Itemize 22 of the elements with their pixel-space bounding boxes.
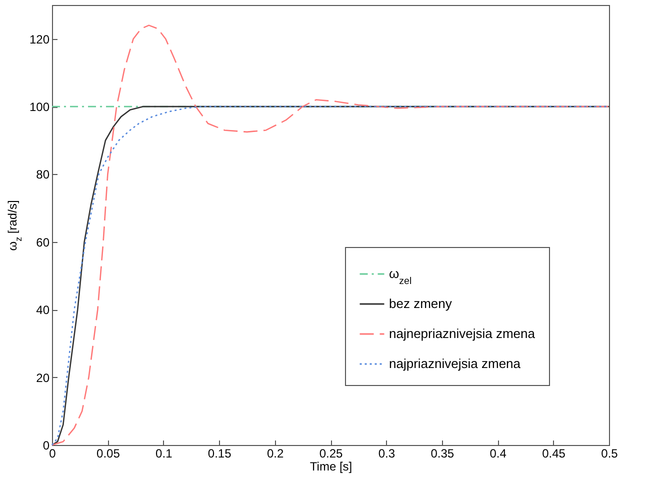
y-tick-label: 40 [36,303,50,318]
y-tick-label: 80 [36,168,50,182]
legend-label: najpriaznivejsia zmena [389,356,522,371]
x-tick-label: 0.3 [378,446,396,460]
line-series [51,24,610,446]
legend-label: bez zmeny [389,296,452,311]
x-tick-label: 0.15 [208,446,232,460]
legend-label: ω$_{zel}$ [389,266,412,286]
legend-label: najnepriaznivejsia zmena [389,326,536,341]
x-tick-label: 0.5 [601,446,618,460]
y-tick-label: 20 [36,370,50,385]
x-tick-label: 0.25 [319,446,343,460]
x-tick-label: 0.2 [266,446,284,460]
y-tick-label: 120 [29,32,50,46]
x-tick-label: 0.45 [542,446,566,460]
y-tick-label: 100 [29,100,50,114]
x-axis-title: Time [s] [310,460,352,474]
x-tick-label: 0.1 [156,446,173,460]
y-tick-label: 60 [36,235,50,250]
x-tick-label: 0.35 [430,446,454,460]
x-tick-label: 0.05 [96,446,120,460]
x-tick-label: 0.4 [490,446,507,460]
